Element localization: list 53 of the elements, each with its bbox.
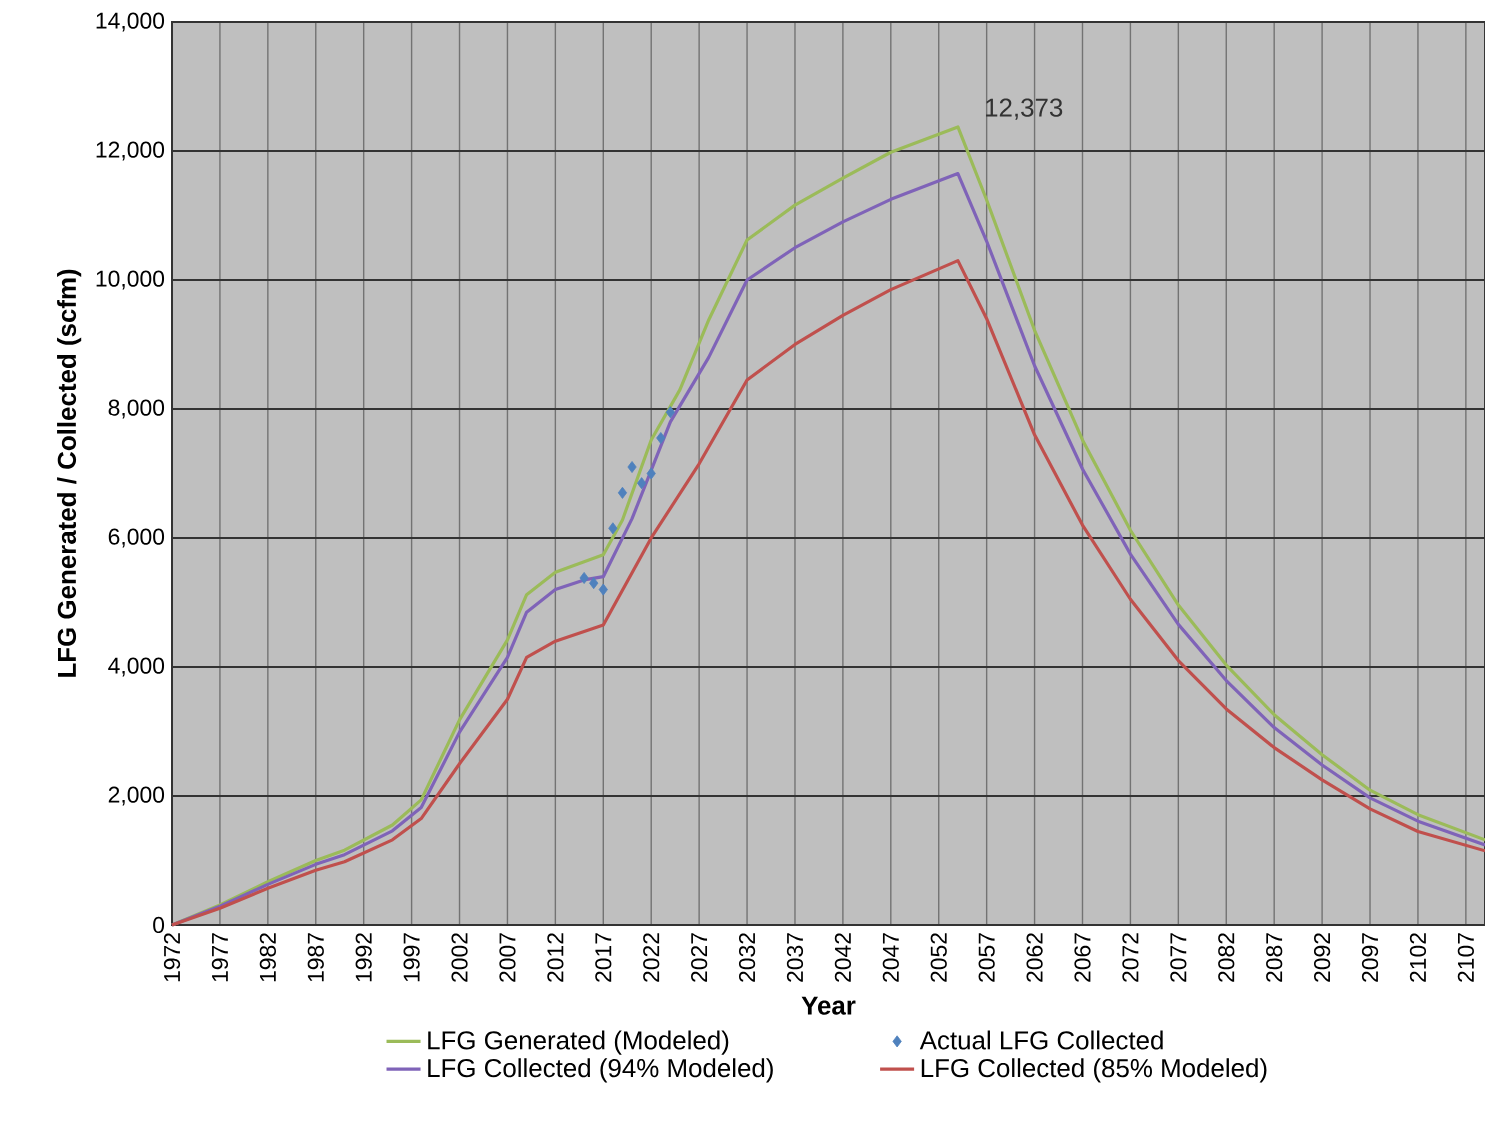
legend-label: LFG Generated (Modeled) xyxy=(428,1030,729,1055)
x-tick-label: 2002 xyxy=(451,933,468,982)
x-tick-label: 2062 xyxy=(1026,933,1043,982)
y-tick-label: 10,000 xyxy=(96,270,165,290)
point xyxy=(665,406,675,419)
x-tick-label: 2107 xyxy=(1457,933,1474,982)
x-tick-label: 2052 xyxy=(930,933,947,982)
y-tick-label: 4,000 xyxy=(108,657,165,677)
x-tick-label: 2012 xyxy=(547,933,564,982)
x-tick-label: 2097 xyxy=(1361,933,1379,982)
x-tick-label: 2007 xyxy=(499,933,516,982)
point xyxy=(617,486,628,499)
y-axis-title: LFG Generated / Collected (scfm) xyxy=(57,269,82,677)
point xyxy=(646,467,656,480)
legend-label: LFG Collected (94% Modeled) xyxy=(428,1058,773,1083)
x-tick-label: 2032 xyxy=(738,933,756,982)
point xyxy=(656,432,666,444)
y-tick-label: 8,000 xyxy=(108,399,165,419)
x-tick-label: 2037 xyxy=(786,933,804,982)
x-tick-label: 2082 xyxy=(1218,933,1235,982)
x-tick-label: 2102 xyxy=(1409,933,1427,982)
x-tick-label: 2087 xyxy=(1266,933,1283,982)
x-tick-label: 2047 xyxy=(882,933,899,982)
x-tick-label: 2042 xyxy=(834,933,851,982)
x-tick-label: 1977 xyxy=(211,933,229,982)
x-tick-label: 1972 xyxy=(163,933,181,982)
legend-label: Actual LFG Collected xyxy=(919,1030,1163,1050)
y-tick-label: 6,000 xyxy=(108,528,165,548)
x-tick-label: 2092 xyxy=(1313,933,1331,982)
point xyxy=(598,583,608,596)
point xyxy=(589,577,599,590)
x-tick-label: 1987 xyxy=(307,933,324,982)
x-tick-label: 1997 xyxy=(403,933,420,982)
annotation: 12,373 xyxy=(986,98,1063,120)
x-tick-label: 2027 xyxy=(691,933,708,982)
y-tick-label: 2,000 xyxy=(108,786,165,806)
legend-label: LFG Collected (85% Modeled) xyxy=(921,1058,1267,1083)
x-tick-label: 2057 xyxy=(978,933,995,982)
point xyxy=(627,461,637,473)
point xyxy=(579,571,589,584)
x-axis-title: Year xyxy=(801,996,856,1015)
x-tick-label: 2017 xyxy=(595,933,612,982)
y-tick-label: 0 xyxy=(153,916,165,934)
x-tick-label: 2072 xyxy=(1122,933,1139,982)
point xyxy=(608,522,618,535)
x-tick-label: 1992 xyxy=(355,933,372,982)
x-tick-label: 1982 xyxy=(259,933,276,982)
x-tick-label: 2067 xyxy=(1074,933,1091,982)
y-tick-label: 14,000 xyxy=(96,12,165,32)
y-tick-label: 12,000 xyxy=(96,141,165,161)
point xyxy=(637,477,647,490)
x-tick-label: 2077 xyxy=(1170,933,1187,982)
x-tick-label: 2022 xyxy=(643,933,660,982)
